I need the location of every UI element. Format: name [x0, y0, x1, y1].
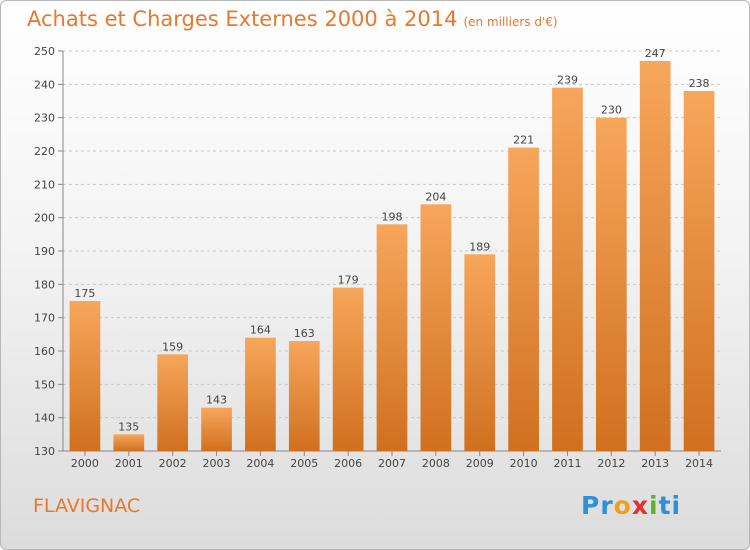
x-tick-label: 2004	[246, 457, 274, 470]
bar	[508, 147, 539, 451]
bar	[639, 61, 671, 451]
bar	[595, 117, 627, 452]
bar-value-label: 179	[338, 274, 359, 287]
bars	[69, 61, 715, 452]
bar	[245, 337, 276, 451]
bar-value-label: 198	[382, 210, 403, 223]
logo-letter: r	[600, 491, 614, 520]
bar-value-label: 143	[206, 394, 227, 407]
bar-value-label: 159	[162, 340, 183, 353]
chart-title-text: Achats et Charges Externes 2000 à 2014	[27, 7, 458, 31]
chart-title: Achats et Charges Externes 2000 à 2014 (e…	[27, 7, 558, 31]
commune-name: FLAVIGNAC	[33, 495, 141, 517]
y-tick-label: 240	[34, 78, 55, 91]
logo-letter: o	[613, 491, 632, 520]
y-tick-label: 150	[34, 378, 55, 391]
y-tick-label: 230	[34, 112, 55, 125]
bar-value-label: 135	[118, 420, 139, 433]
x-tick-label: 2000	[71, 457, 99, 470]
bar	[332, 287, 364, 451]
x-tick-label: 2012	[597, 457, 625, 470]
bar	[157, 354, 189, 451]
x-tick-label: 2006	[334, 457, 362, 470]
bar	[376, 224, 408, 451]
bar-value-label: 163	[294, 327, 315, 340]
bar-value-label: 221	[513, 134, 534, 147]
x-tick-label: 2013	[641, 457, 669, 470]
x-tick-label: 2009	[466, 457, 494, 470]
x-tick-label: 2011	[553, 457, 581, 470]
y-tick-label: 200	[34, 212, 55, 225]
x-tick-label: 2002	[159, 457, 187, 470]
bar-value-label: 230	[601, 104, 622, 117]
y-tick-label: 180	[34, 278, 55, 291]
bar-value-label: 175	[74, 287, 95, 300]
y-tick-label: 160	[34, 345, 55, 358]
bar-value-label: 247	[645, 47, 666, 60]
bar	[420, 204, 452, 451]
logo-letter: i	[649, 491, 659, 520]
y-tick-label: 250	[34, 45, 55, 58]
bar-value-label: 239	[557, 74, 578, 87]
bar	[201, 407, 232, 451]
bar-value-label: 238	[689, 77, 710, 90]
x-tick-label: 2005	[290, 457, 318, 470]
logo-letter: i	[671, 491, 682, 520]
x-tick-label: 2008	[422, 457, 450, 470]
bar	[69, 301, 101, 451]
bar	[288, 341, 320, 451]
bar	[683, 91, 715, 451]
bar	[464, 254, 496, 451]
y-tick-label: 170	[34, 312, 55, 325]
x-tick-label: 2010	[510, 457, 538, 470]
logo-letter: t	[658, 491, 672, 520]
y-tick-label: 140	[34, 412, 55, 425]
bar	[552, 87, 583, 452]
bar-value-label: 189	[469, 240, 490, 253]
x-tick-label: 2014	[685, 457, 713, 470]
proxiti-logo: Proxiti	[581, 491, 681, 520]
bar	[113, 434, 145, 451]
logo-letter: x	[631, 491, 649, 520]
x-tick-label: 2007	[378, 457, 406, 470]
labels: 130 140 150 160 170 180 190 200 210 220 230 240 250 2…	[34, 45, 713, 470]
x-tick-label: 2003	[203, 457, 231, 470]
y-tick-label: 130	[34, 445, 55, 458]
logo-letter: P	[581, 491, 601, 520]
y-tick-label: 190	[34, 245, 55, 258]
bar-value-label: 164	[250, 324, 271, 337]
x-tick-label: 2001	[115, 457, 143, 470]
bar-value-label: 204	[425, 190, 446, 203]
chart-subtitle: (en milliers d'€)	[463, 15, 558, 29]
y-tick-label: 210	[34, 178, 55, 191]
y-tick-label: 220	[34, 145, 55, 158]
